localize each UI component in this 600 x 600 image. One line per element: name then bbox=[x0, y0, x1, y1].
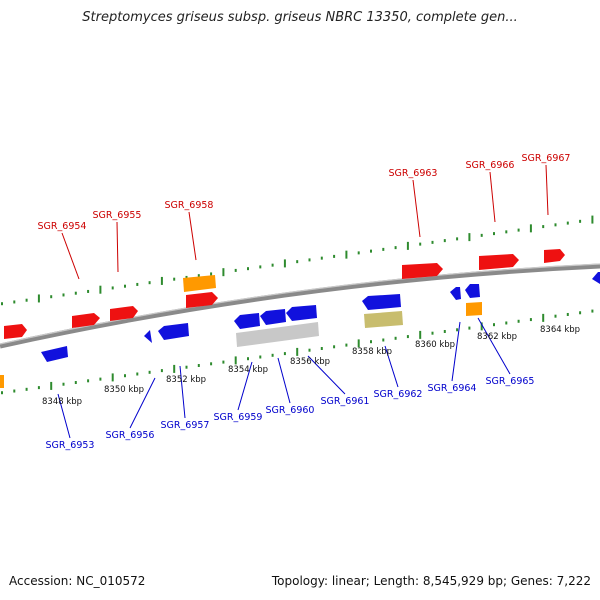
genome-backbone bbox=[0, 263, 600, 349]
gene-label-SGR_6962[interactable]: SGR_6962 bbox=[374, 389, 423, 400]
gene-arrow-forward[interactable] bbox=[186, 292, 218, 308]
scale-label: 8360 kbp bbox=[415, 340, 455, 350]
scale-label: 8364 kbp bbox=[540, 325, 580, 335]
scale-label: 8348 kbp bbox=[42, 397, 82, 407]
gene-arrow-reverse[interactable] bbox=[158, 323, 189, 340]
leader-line bbox=[451, 321, 461, 382]
gene-arrow-reverse[interactable] bbox=[450, 287, 461, 300]
top-gene-labels: SGR_6954 SGR_6955 SGR_6958 SGR_6963 SGR_6966… bbox=[38, 153, 571, 232]
orange-feature[interactable] bbox=[183, 275, 216, 292]
gene-arrow-reverse[interactable] bbox=[234, 313, 260, 329]
scale-label: 8352 kbp bbox=[166, 375, 206, 385]
gene-arrow-reverse[interactable] bbox=[41, 346, 68, 362]
reverse-genes bbox=[41, 272, 600, 362]
gene-label-SGR_6966[interactable]: SGR_6966 bbox=[466, 160, 515, 171]
tick-marks bbox=[1, 215, 594, 395]
gray-feature[interactable] bbox=[236, 322, 319, 347]
gene-label-SGR_6960[interactable]: SGR_6960 bbox=[266, 405, 315, 416]
leader-line bbox=[489, 171, 496, 223]
bottom-gene-labels: SGR_6953 SGR_6956 SGR_6957 SGR_6959SGR_6960… bbox=[46, 376, 535, 451]
leader-line bbox=[237, 361, 253, 411]
topology-text: Topology: linear; Length: 8,545,929 bp; … bbox=[271, 574, 591, 588]
scale-label: 8354 kbp bbox=[228, 365, 268, 375]
leader-line bbox=[545, 164, 549, 216]
scale-label: 8362 kbp bbox=[477, 332, 517, 342]
scale-label: 8356 kbp bbox=[290, 357, 330, 367]
leader-line bbox=[57, 393, 71, 439]
label-leader-lines bbox=[57, 164, 549, 439]
gene-label-SGR_6959[interactable]: SGR_6959 bbox=[214, 412, 263, 423]
scale-label: 8350 kbp bbox=[104, 385, 144, 395]
gene-label-SGR_6967[interactable]: SGR_6967 bbox=[522, 153, 571, 164]
gene-arrow-reverse[interactable] bbox=[592, 272, 600, 284]
leader-line bbox=[179, 365, 186, 419]
gene-label-SGR_6955[interactable]: SGR_6955 bbox=[93, 210, 142, 221]
gene-label-SGR_6958[interactable]: SGR_6958 bbox=[165, 200, 214, 211]
leader-line bbox=[307, 355, 346, 395]
gene-arrow-reverse[interactable] bbox=[144, 330, 152, 343]
map-title: Streptomyces griseus subsp. griseus NBRC… bbox=[82, 10, 518, 25]
leader-line bbox=[412, 179, 421, 238]
gene-label-SGR_6964[interactable]: SGR_6964 bbox=[428, 383, 477, 394]
gene-arrow-reverse[interactable] bbox=[362, 294, 401, 310]
gene-label-SGR_6957[interactable]: SGR_6957 bbox=[161, 420, 210, 431]
scale-labels: 8348 kbp 8350 kbp 8352 kbp 8354 kbp 8356 kbp… bbox=[42, 325, 580, 407]
scale-label: 8358 kbp bbox=[352, 347, 392, 357]
gene-label-SGR_6954[interactable]: SGR_6954 bbox=[38, 221, 87, 232]
gene-arrow-forward[interactable] bbox=[402, 263, 443, 279]
gene-label-SGR_6963[interactable]: SGR_6963 bbox=[389, 168, 438, 179]
leader-line bbox=[129, 377, 156, 429]
forward-genes bbox=[4, 249, 565, 339]
leader-line bbox=[384, 345, 399, 388]
leader-line bbox=[188, 211, 197, 261]
gene-label-SGR_6965[interactable]: SGR_6965 bbox=[486, 376, 535, 387]
accession-text: Accession: NC_010572 bbox=[9, 574, 146, 588]
other-features bbox=[0, 275, 482, 388]
gene-arrow-forward[interactable] bbox=[72, 313, 100, 328]
leader-line bbox=[277, 357, 291, 404]
gene-arrow-forward[interactable] bbox=[110, 306, 138, 321]
gene-arrow-reverse[interactable] bbox=[286, 305, 317, 321]
leader-line bbox=[477, 317, 511, 375]
gene-label-SGR_6961[interactable]: SGR_6961 bbox=[321, 396, 370, 407]
leader-line bbox=[116, 221, 119, 273]
orange-feature[interactable] bbox=[0, 375, 4, 388]
gene-arrow-reverse[interactable] bbox=[260, 309, 286, 325]
gene-arrow-forward[interactable] bbox=[479, 254, 519, 270]
gene-arrow-forward[interactable] bbox=[4, 324, 27, 339]
leader-line bbox=[61, 232, 80, 280]
olive-feature[interactable] bbox=[364, 311, 403, 328]
gene-label-SGR_6953[interactable]: SGR_6953 bbox=[46, 440, 95, 451]
gene-arrow-forward[interactable] bbox=[544, 249, 565, 263]
gene-arrow-reverse[interactable] bbox=[465, 284, 480, 298]
gene-label-SGR_6956[interactable]: SGR_6956 bbox=[106, 430, 155, 441]
orange-feature[interactable] bbox=[466, 302, 482, 316]
